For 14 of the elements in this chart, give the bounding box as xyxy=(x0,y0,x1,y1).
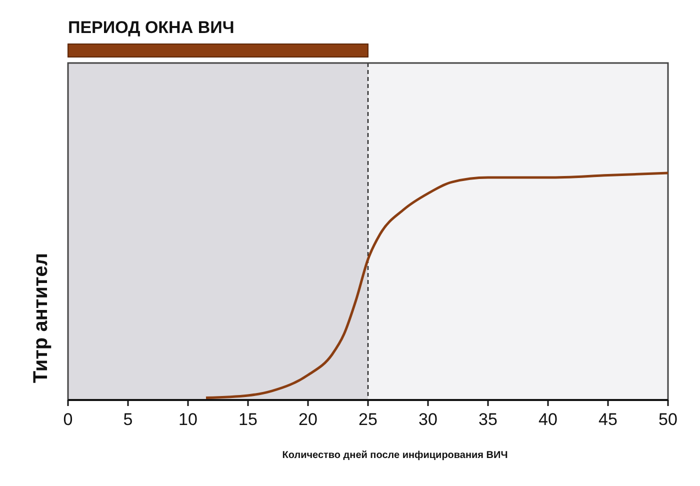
x-tick-label: 5 xyxy=(123,410,133,429)
x-tick-label: 45 xyxy=(598,410,618,429)
x-tick-label: 35 xyxy=(478,410,498,429)
x-tick-label: 50 xyxy=(658,410,678,429)
band-label: ПЕРИОД ОКНА ВИЧ xyxy=(68,18,234,37)
x-tick-label: 25 xyxy=(358,410,378,429)
y-axis-title: Титр антител xyxy=(30,252,52,384)
x-tick-label: 0 xyxy=(63,410,73,429)
x-axis-title: Количество дней после инфицирования ВИЧ xyxy=(282,450,508,461)
x-tick-label: 40 xyxy=(538,410,558,429)
x-tick-label: 10 xyxy=(178,410,198,429)
x-tick-label: 30 xyxy=(418,410,438,429)
x-tick-label: 15 xyxy=(238,410,258,429)
x-tick-label: 20 xyxy=(298,410,318,429)
